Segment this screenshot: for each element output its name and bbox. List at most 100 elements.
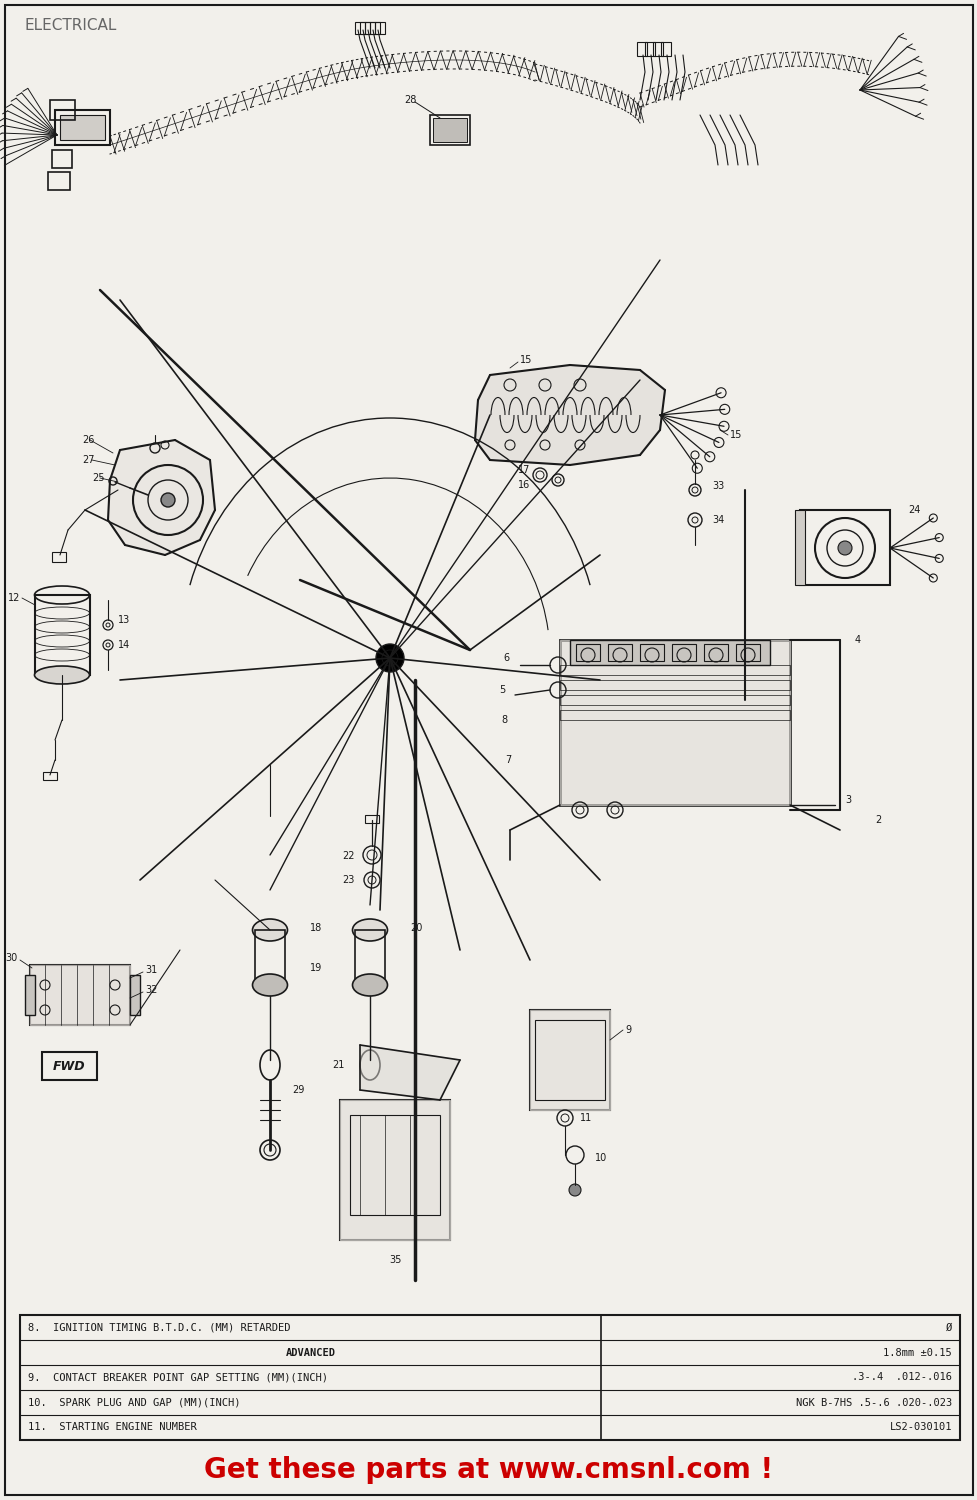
Bar bbox=[433, 118, 467, 142]
Bar bbox=[534, 1020, 605, 1100]
Bar bbox=[48, 172, 70, 190]
Text: 34: 34 bbox=[711, 514, 724, 525]
Bar bbox=[255, 930, 284, 986]
Text: 18: 18 bbox=[310, 922, 321, 933]
Text: 12: 12 bbox=[8, 592, 20, 603]
Bar bbox=[430, 116, 470, 146]
Text: Ø: Ø bbox=[945, 1323, 951, 1332]
Bar bbox=[350, 1114, 440, 1215]
Text: 20: 20 bbox=[409, 922, 422, 933]
Bar bbox=[364, 22, 374, 34]
Ellipse shape bbox=[352, 974, 387, 996]
Bar bbox=[60, 116, 105, 140]
Text: 28: 28 bbox=[404, 94, 416, 105]
Ellipse shape bbox=[252, 974, 287, 996]
Text: 35: 35 bbox=[389, 1256, 401, 1264]
Circle shape bbox=[569, 1184, 580, 1196]
Text: 1.8mm ±0.15: 1.8mm ±0.15 bbox=[882, 1347, 951, 1358]
Text: 24: 24 bbox=[907, 506, 919, 515]
Polygon shape bbox=[530, 1010, 610, 1110]
Text: 8: 8 bbox=[501, 716, 507, 724]
Bar bbox=[25, 975, 35, 1016]
Bar bbox=[560, 694, 789, 705]
Text: 29: 29 bbox=[292, 1084, 304, 1095]
Text: 3: 3 bbox=[844, 795, 850, 806]
Bar bbox=[736, 644, 759, 662]
Circle shape bbox=[375, 644, 404, 672]
Text: ADVANCED: ADVANCED bbox=[285, 1347, 335, 1358]
Polygon shape bbox=[560, 640, 789, 806]
Bar bbox=[30, 964, 130, 1024]
Bar bbox=[35, 596, 90, 675]
Bar bbox=[364, 815, 379, 824]
Text: FWD: FWD bbox=[53, 1059, 85, 1072]
Text: 19: 19 bbox=[310, 963, 321, 974]
Text: 17: 17 bbox=[517, 465, 530, 476]
Bar bbox=[360, 22, 369, 34]
Bar bbox=[355, 930, 385, 986]
Polygon shape bbox=[30, 964, 130, 1024]
Bar bbox=[52, 150, 72, 168]
Text: Get these parts at www.cmsnl.com !: Get these parts at www.cmsnl.com ! bbox=[204, 1456, 773, 1484]
Text: 30: 30 bbox=[6, 952, 18, 963]
Bar bbox=[645, 42, 655, 56]
Circle shape bbox=[161, 494, 175, 507]
Text: 33: 33 bbox=[711, 482, 724, 490]
Text: 11.  STARTING ENGINE NUMBER: 11. STARTING ENGINE NUMBER bbox=[28, 1422, 196, 1432]
Text: 32: 32 bbox=[145, 986, 157, 994]
Bar bbox=[355, 22, 364, 34]
Text: 13: 13 bbox=[118, 615, 130, 626]
Ellipse shape bbox=[352, 920, 387, 940]
Bar bbox=[636, 42, 647, 56]
Circle shape bbox=[382, 650, 398, 666]
Text: 21: 21 bbox=[332, 1060, 345, 1070]
Text: 8.  IGNITION TIMING B.T.D.C. (MM) RETARDED: 8. IGNITION TIMING B.T.D.C. (MM) RETARDE… bbox=[28, 1323, 290, 1332]
Text: .3-.4  .012-.016: .3-.4 .012-.016 bbox=[851, 1372, 951, 1383]
Text: 31: 31 bbox=[145, 964, 157, 975]
Text: 10: 10 bbox=[594, 1154, 607, 1162]
Bar bbox=[671, 644, 696, 662]
Bar bbox=[794, 510, 804, 585]
Bar bbox=[799, 510, 889, 585]
Bar bbox=[55, 110, 109, 146]
Bar bbox=[570, 640, 769, 664]
Bar bbox=[639, 644, 663, 662]
Text: 9: 9 bbox=[624, 1024, 630, 1035]
Text: 2: 2 bbox=[874, 815, 880, 825]
Bar bbox=[608, 644, 631, 662]
Polygon shape bbox=[340, 1100, 449, 1240]
Text: LS2-030101: LS2-030101 bbox=[889, 1422, 951, 1432]
Bar bbox=[42, 1052, 97, 1080]
Polygon shape bbox=[107, 440, 215, 555]
Polygon shape bbox=[475, 364, 664, 465]
Ellipse shape bbox=[252, 920, 287, 940]
Text: 25: 25 bbox=[92, 472, 105, 483]
Text: 6: 6 bbox=[503, 652, 509, 663]
Text: 15: 15 bbox=[520, 356, 531, 364]
Text: 11: 11 bbox=[579, 1113, 592, 1124]
Polygon shape bbox=[360, 1046, 459, 1100]
Bar bbox=[43, 772, 57, 780]
Ellipse shape bbox=[34, 666, 90, 684]
Bar bbox=[660, 42, 670, 56]
Circle shape bbox=[837, 542, 851, 555]
Bar bbox=[52, 552, 65, 562]
Bar bbox=[130, 975, 140, 1016]
Bar bbox=[20, 1316, 959, 1440]
Text: 14: 14 bbox=[118, 640, 130, 650]
Text: 5: 5 bbox=[498, 686, 504, 694]
Bar bbox=[340, 1100, 449, 1240]
Bar bbox=[560, 710, 789, 720]
Bar bbox=[560, 680, 789, 690]
Bar bbox=[560, 664, 789, 675]
Text: 7: 7 bbox=[504, 754, 511, 765]
Bar bbox=[703, 644, 727, 662]
Text: 23: 23 bbox=[342, 874, 355, 885]
Bar bbox=[560, 640, 789, 806]
Bar bbox=[530, 1010, 610, 1110]
Text: 4: 4 bbox=[854, 634, 860, 645]
Text: ELECTRICAL: ELECTRICAL bbox=[25, 18, 117, 33]
Text: 9.  CONTACT BREAKER POINT GAP SETTING (MM)(INCH): 9. CONTACT BREAKER POINT GAP SETTING (MM… bbox=[28, 1372, 327, 1383]
Text: 27: 27 bbox=[82, 454, 95, 465]
Text: 15: 15 bbox=[729, 430, 742, 439]
